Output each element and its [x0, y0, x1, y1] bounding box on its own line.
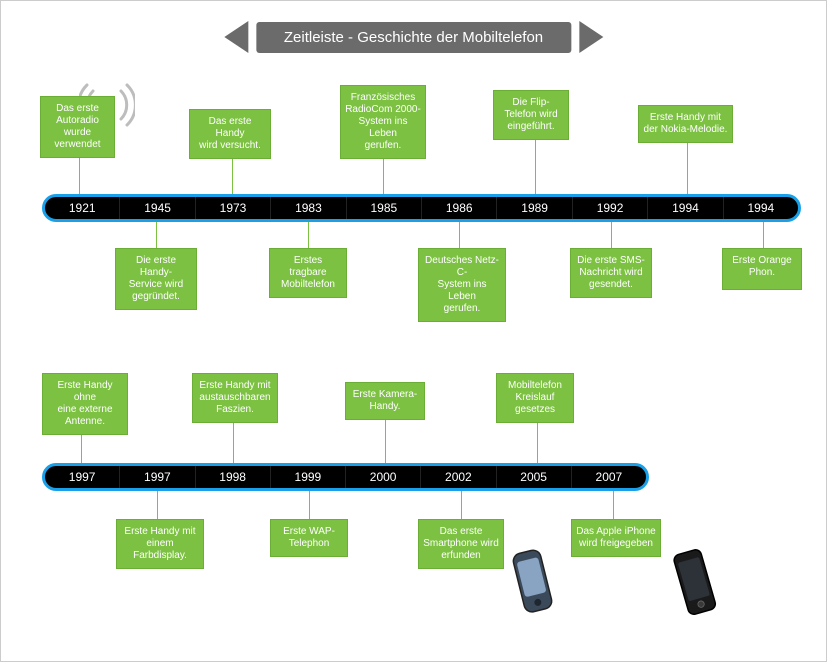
connector — [308, 222, 309, 248]
timeline-page: Zeitleiste - Geschichte der Mobiltelefon… — [0, 0, 827, 662]
event-box: Deutsches Netz-C- System ins Leben geruf… — [418, 248, 506, 322]
event-box: Das Apple iPhone wird freigegeben — [571, 519, 661, 557]
connector — [459, 222, 460, 248]
event-box: Erste WAP- Telephon — [270, 519, 348, 557]
year-cell: 1992 — [573, 197, 648, 219]
year-cell: 1997 — [45, 466, 120, 488]
connector — [156, 222, 157, 248]
event-box: Erste Handy mit einem Farbdisplay. — [116, 519, 204, 569]
year-cell: 1921 — [45, 197, 120, 219]
event-box: Erste Orange Phon. — [722, 248, 802, 290]
year-cell: 2005 — [497, 466, 572, 488]
page-title: Zeitleiste - Geschichte der Mobiltelefon — [256, 22, 571, 53]
title-bar: Zeitleiste - Geschichte der Mobiltelefon — [224, 21, 603, 53]
connector — [385, 420, 386, 463]
connector — [535, 140, 536, 194]
connector — [611, 222, 612, 248]
event-box: Das erste Smartphone wird erfunden — [418, 519, 504, 569]
event-box: Erste Handy mit der Nokia-Melodie. — [638, 105, 733, 143]
year-cell: 1998 — [196, 466, 271, 488]
event-box: Erste Kamera- Handy. — [345, 382, 425, 420]
smartphone-icon — [509, 547, 557, 619]
iphone-icon — [671, 547, 719, 619]
year-cell: 1999 — [271, 466, 346, 488]
year-cell: 2007 — [572, 466, 646, 488]
event-box: Erste Handy mit austauschbaren Faszien. — [192, 373, 278, 423]
timeline-t2: 19971997199819992000200220052007 — [42, 463, 649, 491]
connector — [613, 491, 614, 519]
event-box: Die erste SMS- Nachricht wird gesendet. — [570, 248, 652, 298]
connector — [537, 421, 538, 463]
year-cell: 1973 — [196, 197, 271, 219]
year-cell: 1945 — [120, 197, 195, 219]
chevron-right-icon — [579, 21, 603, 53]
year-cell: 2000 — [346, 466, 421, 488]
event-box: Erstes tragbare Mobiltelefon — [269, 248, 347, 298]
event-box: Mobiltelefon Kreislauf gesetzes — [496, 373, 574, 423]
event-box: Das erste Autoradio wurde verwendet — [40, 96, 115, 158]
chevron-left-icon — [224, 21, 248, 53]
year-cell: 1994 — [724, 197, 798, 219]
connector — [763, 222, 764, 248]
year-cell: 1986 — [422, 197, 497, 219]
year-cell: 1994 — [648, 197, 723, 219]
year-cell: 1997 — [120, 466, 195, 488]
year-cell: 1989 — [497, 197, 572, 219]
event-box: Das erste Handy wird versucht. — [189, 109, 271, 159]
connector — [79, 152, 80, 194]
connector — [687, 143, 688, 194]
event-box: Erste Handy ohne eine externe Antenne. — [42, 373, 128, 435]
year-cell: 2002 — [421, 466, 496, 488]
timeline-t1: 1921194519731983198519861989199219941994 — [42, 194, 801, 222]
connector — [309, 491, 310, 519]
event-box: Die erste Handy- Service wird gegründet. — [115, 248, 197, 310]
event-box: Die Flip- Telefon wird eingeführt. — [493, 90, 569, 140]
connector — [461, 491, 462, 519]
year-cell: 1985 — [347, 197, 422, 219]
connector — [233, 421, 234, 463]
event-box: Französisches RadioCom 2000- System ins … — [340, 85, 426, 159]
year-cell: 1983 — [271, 197, 346, 219]
connector — [157, 491, 158, 519]
